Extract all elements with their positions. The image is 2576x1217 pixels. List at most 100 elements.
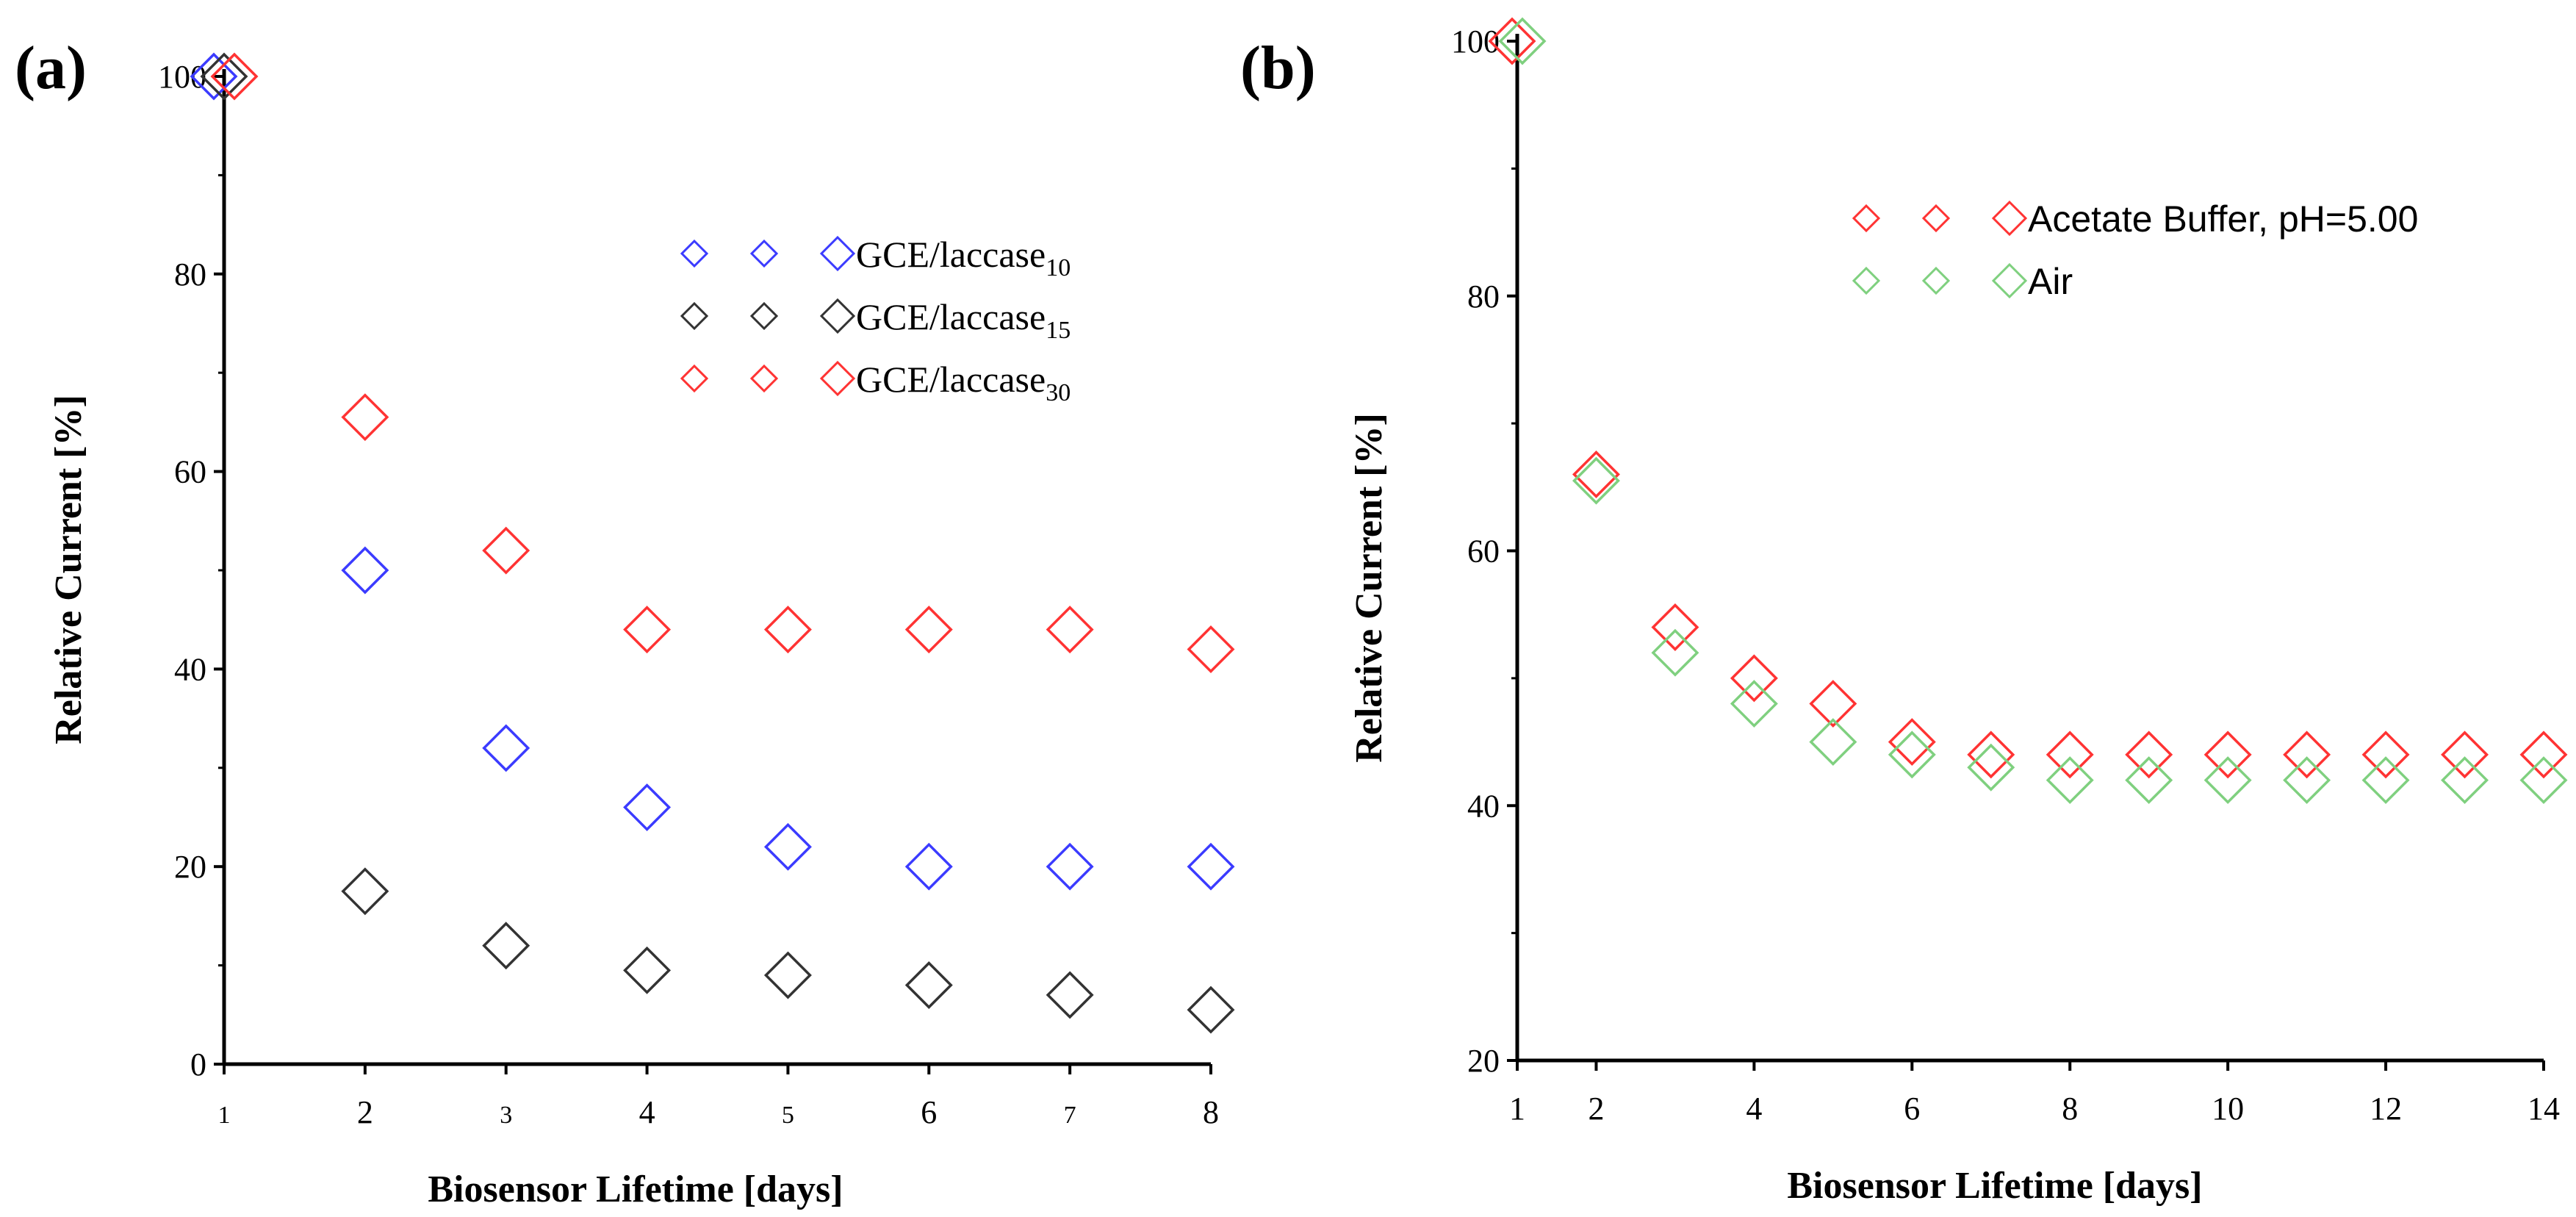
x-tick-label: 12 <box>2370 1091 2402 1127</box>
y-tick-label: 40 <box>1467 788 1500 824</box>
x-tick-label: 8 <box>2062 1091 2078 1127</box>
data-point-series-2 <box>1046 606 1094 654</box>
panel-a-y-axis-label: Relative Current [%] <box>48 395 90 744</box>
legend-marker-series-1 <box>819 298 856 334</box>
data-point-series-1 <box>2361 756 2410 805</box>
legend-marker-series-1 <box>680 301 709 331</box>
legend-marker-series-0 <box>819 235 856 272</box>
data-point-series-0 <box>341 546 389 595</box>
data-point-series-0 <box>1572 450 1620 498</box>
legend-marker-series-1 <box>1991 262 2028 299</box>
panel-a-x-axis-label: Biosensor Lifetime [days] <box>428 1168 843 1210</box>
data-point-series-0 <box>763 822 812 871</box>
data-point-series-0 <box>190 52 238 101</box>
data-point-series-1 <box>1967 743 2015 791</box>
legend-marker-series-2 <box>819 360 856 397</box>
data-point-series-0 <box>1046 842 1094 891</box>
panel-b-data-marks <box>1488 17 2568 805</box>
panel-a-data-marks <box>190 52 1235 1034</box>
x-tick-label: 1 <box>218 1102 231 1129</box>
data-point-series-2 <box>763 606 812 654</box>
panel-a-label: (a) <box>15 34 87 102</box>
data-point-series-2 <box>482 526 530 575</box>
data-point-series-0 <box>1730 654 1778 703</box>
data-point-series-1 <box>1888 730 1936 779</box>
data-point-series-1 <box>1187 986 1235 1034</box>
y-tick-label: 100 <box>158 59 206 95</box>
data-point-series-1 <box>2125 756 2173 805</box>
data-point-series-1 <box>623 946 672 994</box>
data-point-series-1 <box>1498 17 1547 65</box>
panel-b-axes <box>1515 34 2544 1063</box>
legend-label-series-0: GCE/laccase10 <box>856 234 1071 281</box>
x-tick-label: 10 <box>2212 1091 2244 1127</box>
panel-b-label: (b) <box>1240 34 1316 102</box>
data-point-series-2 <box>210 52 259 101</box>
legend-marker-series-1 <box>749 301 779 331</box>
data-point-series-0 <box>2441 730 2489 779</box>
data-point-series-1 <box>2283 756 2331 805</box>
legend-marker-series-2 <box>680 364 709 393</box>
data-point-series-0 <box>2519 730 2568 779</box>
data-point-series-0 <box>1967 730 2015 779</box>
legend-label-series-1: Air <box>2028 261 2073 302</box>
legend-marker-series-1 <box>1921 266 1951 295</box>
data-point-series-1 <box>1046 971 1094 1019</box>
data-point-series-0 <box>2046 730 2094 779</box>
data-point-series-1 <box>2046 756 2094 805</box>
x-tick-label: 2 <box>1588 1091 1604 1127</box>
legend-marker-series-0 <box>680 239 709 268</box>
x-tick-label: 8 <box>1203 1094 1219 1130</box>
data-point-series-0 <box>2125 730 2173 779</box>
data-point-series-1 <box>200 52 248 101</box>
data-point-series-1 <box>1572 456 1620 505</box>
data-point-series-0 <box>1888 718 1936 767</box>
data-point-series-0 <box>482 724 530 772</box>
x-tick-label: 7 <box>1064 1102 1076 1129</box>
data-point-series-0 <box>2361 730 2410 779</box>
data-point-series-0 <box>1488 17 1536 65</box>
data-point-series-0 <box>1809 680 1857 728</box>
legend-label-series-2: GCE/laccase30 <box>856 359 1071 406</box>
y-tick-label: 20 <box>1467 1043 1500 1079</box>
y-tick-label: 0 <box>190 1047 206 1083</box>
legend-marker-series-1 <box>1852 266 1881 295</box>
data-point-series-1 <box>341 867 389 916</box>
legend-label-text: GCE/laccase <box>856 359 1046 400</box>
legend-label-text: Acetate Buffer, pH=5.00 <box>2028 198 2418 240</box>
x-tick-label: 4 <box>1746 1091 1762 1127</box>
data-point-series-2 <box>1187 625 1235 673</box>
data-point-series-0 <box>2203 730 2252 779</box>
x-tick-label: 1 <box>1509 1091 1525 1127</box>
data-point-series-1 <box>904 961 953 1009</box>
legend-label-text: Air <box>2028 261 2073 302</box>
legend-marker-series-0 <box>1852 204 1881 233</box>
y-tick-label: 80 <box>1467 279 1500 315</box>
data-point-series-2 <box>341 393 389 442</box>
y-tick-label: 100 <box>1451 24 1500 60</box>
data-point-series-1 <box>1730 680 1778 728</box>
legend-label-subscript: 30 <box>1046 379 1071 406</box>
legend-marker-series-2 <box>749 364 779 393</box>
legend-label-series-1: GCE/laccase15 <box>856 296 1071 344</box>
data-point-series-0 <box>2283 730 2331 779</box>
legend-label-subscript: 10 <box>1046 254 1071 281</box>
legend-marker-series-0 <box>749 239 779 268</box>
legend-label-series-0: Acetate Buffer, pH=5.00 <box>2028 198 2418 240</box>
data-point-series-0 <box>904 842 953 891</box>
panel-a-axes <box>222 69 1211 1066</box>
data-point-series-1 <box>2441 756 2489 805</box>
x-tick-label: 6 <box>921 1094 937 1130</box>
y-tick-label: 40 <box>174 651 206 687</box>
y-tick-label: 20 <box>174 849 206 885</box>
x-tick-label: 6 <box>1904 1091 1920 1127</box>
legend-marker-series-0 <box>1991 200 2028 237</box>
x-tick-label: 3 <box>500 1102 512 1129</box>
data-point-series-1 <box>1651 628 1699 677</box>
data-point-series-1 <box>763 951 812 999</box>
y-tick-label: 60 <box>174 454 206 490</box>
